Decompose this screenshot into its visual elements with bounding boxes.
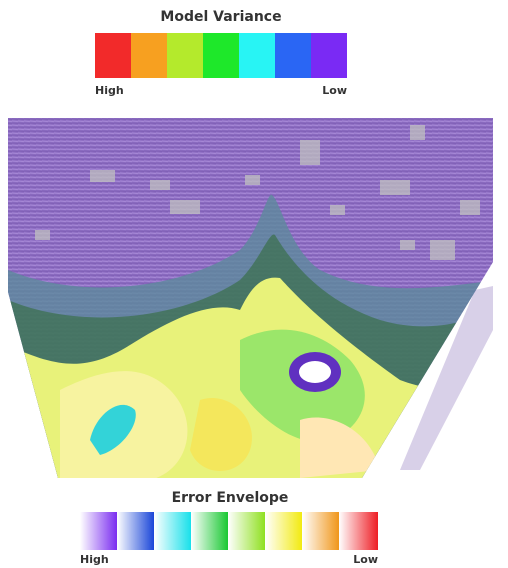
legend-low: Low bbox=[322, 84, 347, 97]
model-variance-legend: Model Variance High Low bbox=[95, 9, 347, 97]
swatches bbox=[80, 512, 378, 550]
legend-high: High bbox=[80, 553, 109, 566]
swatches bbox=[95, 33, 347, 78]
legend-title: Model Variance bbox=[160, 9, 281, 25]
legend-low: Low bbox=[353, 553, 378, 566]
legend-high: High bbox=[95, 84, 124, 97]
figure: Model Variance High Low bbox=[0, 0, 508, 568]
seismic-image bbox=[0, 110, 508, 490]
error-envelope-legend: Error Envelope High Low bbox=[80, 490, 378, 566]
legend-title: Error Envelope bbox=[172, 490, 289, 506]
